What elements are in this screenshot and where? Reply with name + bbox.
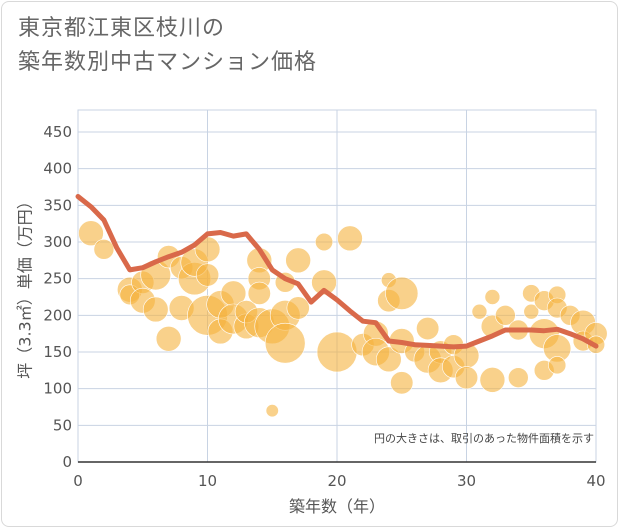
data-bubble bbox=[507, 367, 529, 388]
x-tick-labels: 0 10 20 30 40 bbox=[73, 472, 605, 490]
data-bubble bbox=[479, 367, 506, 393]
data-bubble bbox=[265, 404, 279, 418]
y-tick-label: 300 bbox=[43, 233, 72, 251]
y-tick-label: 50 bbox=[53, 416, 72, 434]
data-bubble bbox=[495, 305, 516, 326]
x-tick-label: 30 bbox=[457, 472, 476, 490]
y-tick-label: 100 bbox=[43, 380, 72, 398]
data-bubble bbox=[484, 289, 501, 305]
y-tick-label: 450 bbox=[43, 123, 72, 141]
data-bubble bbox=[337, 225, 363, 252]
data-bubble bbox=[247, 281, 271, 305]
data-bubble bbox=[78, 220, 104, 246]
trend-line bbox=[75, 194, 599, 350]
bubble-size-note: 円の大きさは、取引のあった物件面積を示す bbox=[374, 431, 594, 445]
y-tick-label: 150 bbox=[43, 343, 72, 361]
x-axis-label: 築年数（年） bbox=[289, 497, 385, 516]
y-tick-label: 250 bbox=[43, 270, 72, 288]
data-bubble bbox=[390, 371, 414, 395]
title-line-2: 築年数別中古マンション価格 bbox=[18, 50, 318, 75]
data-bubble bbox=[523, 303, 540, 320]
data-bubble bbox=[264, 322, 306, 364]
data-bubble bbox=[93, 239, 115, 260]
data-bubble bbox=[286, 296, 310, 320]
y-tick-label: 400 bbox=[43, 160, 72, 178]
data-bubble bbox=[548, 356, 567, 375]
chart-title: 東京都江東区枝川の 築年数別中古マンション価格 bbox=[18, 12, 317, 80]
y-tick-label: 0 bbox=[62, 453, 72, 471]
y-axis-label: 坪（3.3㎡）単価（万円） bbox=[16, 193, 35, 378]
data-bubble bbox=[375, 346, 402, 373]
data-bubble bbox=[416, 316, 440, 341]
y-tick-labels: 0 50 100 150 200 250 300 350 400 450 bbox=[43, 123, 72, 471]
data-bubble bbox=[471, 303, 488, 320]
data-bubble bbox=[195, 263, 220, 287]
data-bubble bbox=[316, 331, 358, 373]
data-bubble bbox=[311, 269, 337, 296]
x-tick-label: 10 bbox=[198, 472, 217, 490]
y-tick-label: 350 bbox=[43, 196, 72, 214]
y-tick-label: 200 bbox=[43, 306, 72, 324]
data-bubble bbox=[155, 325, 182, 352]
data-bubble bbox=[385, 276, 419, 310]
x-tick-label: 40 bbox=[586, 472, 605, 490]
data-bubble bbox=[314, 232, 334, 252]
data-bubble bbox=[454, 366, 479, 390]
data-bubble bbox=[142, 296, 169, 323]
x-tick-label: 20 bbox=[327, 472, 346, 490]
data-bubble bbox=[285, 247, 311, 274]
title-line-1: 東京都江東区枝川の bbox=[18, 16, 226, 41]
x-tick-label: 0 bbox=[73, 472, 83, 490]
